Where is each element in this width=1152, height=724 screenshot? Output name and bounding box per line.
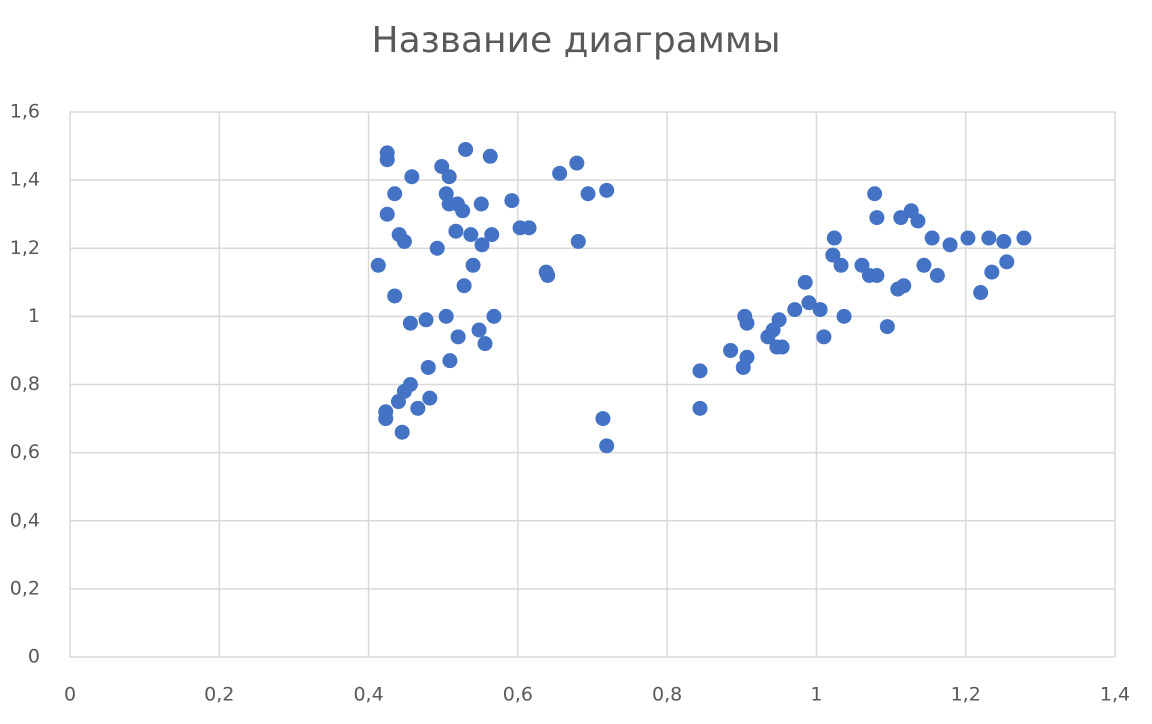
- y-tick-label: 0,4: [10, 509, 40, 531]
- point: [942, 237, 958, 253]
- point: [463, 227, 479, 243]
- x-tick-label: 1,2: [951, 684, 981, 706]
- point: [552, 165, 568, 181]
- point: [504, 193, 520, 209]
- point: [387, 288, 403, 304]
- point: [441, 169, 457, 185]
- point: [599, 182, 615, 198]
- y-tick-label: 1: [28, 305, 40, 327]
- point: [450, 329, 466, 345]
- point: [471, 322, 487, 338]
- point: [833, 257, 849, 273]
- point: [465, 257, 481, 273]
- point: [387, 186, 403, 202]
- point: [867, 186, 883, 202]
- point: [570, 233, 586, 249]
- point: [816, 329, 832, 345]
- point: [477, 336, 493, 352]
- point: [422, 390, 438, 406]
- x-tick-label: 0,2: [204, 684, 234, 706]
- point: [482, 148, 498, 164]
- point: [394, 424, 410, 440]
- x-tick-label: 0,6: [503, 684, 533, 706]
- point: [418, 312, 434, 328]
- y-tick-label: 1,2: [10, 237, 40, 259]
- y-tick-label: 1,4: [10, 169, 40, 191]
- point: [879, 319, 895, 335]
- point: [580, 186, 596, 202]
- point: [869, 210, 885, 226]
- point: [960, 230, 976, 246]
- point: [692, 400, 708, 416]
- point: [787, 302, 803, 318]
- point: [771, 312, 787, 328]
- point: [540, 268, 556, 283]
- point: [379, 206, 395, 222]
- chart-title: Название диаграммы: [372, 20, 781, 61]
- point: [486, 308, 502, 324]
- point: [595, 411, 611, 427]
- point: [825, 247, 841, 263]
- y-tick-label: 1,6: [10, 101, 40, 123]
- point: [473, 196, 489, 212]
- point: [910, 213, 926, 229]
- point: [438, 308, 454, 324]
- point: [984, 264, 1000, 280]
- point: [379, 152, 395, 168]
- point: [599, 438, 615, 454]
- point: [973, 285, 989, 301]
- point: [404, 169, 420, 185]
- x-tick-label: 1: [810, 684, 822, 706]
- point: [981, 230, 997, 246]
- point: [812, 302, 828, 318]
- point: [836, 308, 852, 324]
- x-tick-label: 1,4: [1100, 684, 1130, 706]
- point: [378, 411, 394, 427]
- point: [390, 394, 406, 410]
- point: [924, 230, 940, 246]
- point: [370, 257, 386, 273]
- point: [996, 233, 1012, 249]
- point: [484, 227, 500, 243]
- point: [569, 155, 585, 171]
- point: [456, 278, 472, 294]
- point: [458, 141, 474, 157]
- y-tick-label: 0,2: [10, 577, 40, 599]
- point: [521, 220, 537, 236]
- point: [474, 237, 490, 253]
- point: [869, 268, 885, 283]
- point: [916, 257, 932, 273]
- x-tick-label: 0: [64, 684, 76, 706]
- x-tick-label: 0,8: [652, 684, 682, 706]
- point: [999, 254, 1015, 270]
- point: [442, 353, 458, 369]
- point: [448, 223, 464, 239]
- y-tick-label: 0,6: [10, 441, 40, 463]
- point: [402, 315, 418, 331]
- point: [692, 363, 708, 379]
- x-tick-label: 0,4: [353, 684, 383, 706]
- point: [420, 359, 436, 375]
- point: [896, 278, 912, 294]
- point: [410, 400, 426, 416]
- point: [735, 359, 751, 375]
- point: [801, 295, 817, 311]
- point: [797, 274, 813, 290]
- point: [723, 342, 739, 358]
- point: [929, 268, 945, 283]
- point: [774, 339, 790, 355]
- point: [429, 240, 445, 256]
- point: [396, 233, 412, 249]
- point: [455, 203, 471, 219]
- point: [1016, 230, 1032, 246]
- y-tick-label: 0: [28, 646, 40, 668]
- y-tick-label: 0,8: [10, 373, 40, 395]
- point: [826, 230, 842, 246]
- point: [739, 315, 755, 331]
